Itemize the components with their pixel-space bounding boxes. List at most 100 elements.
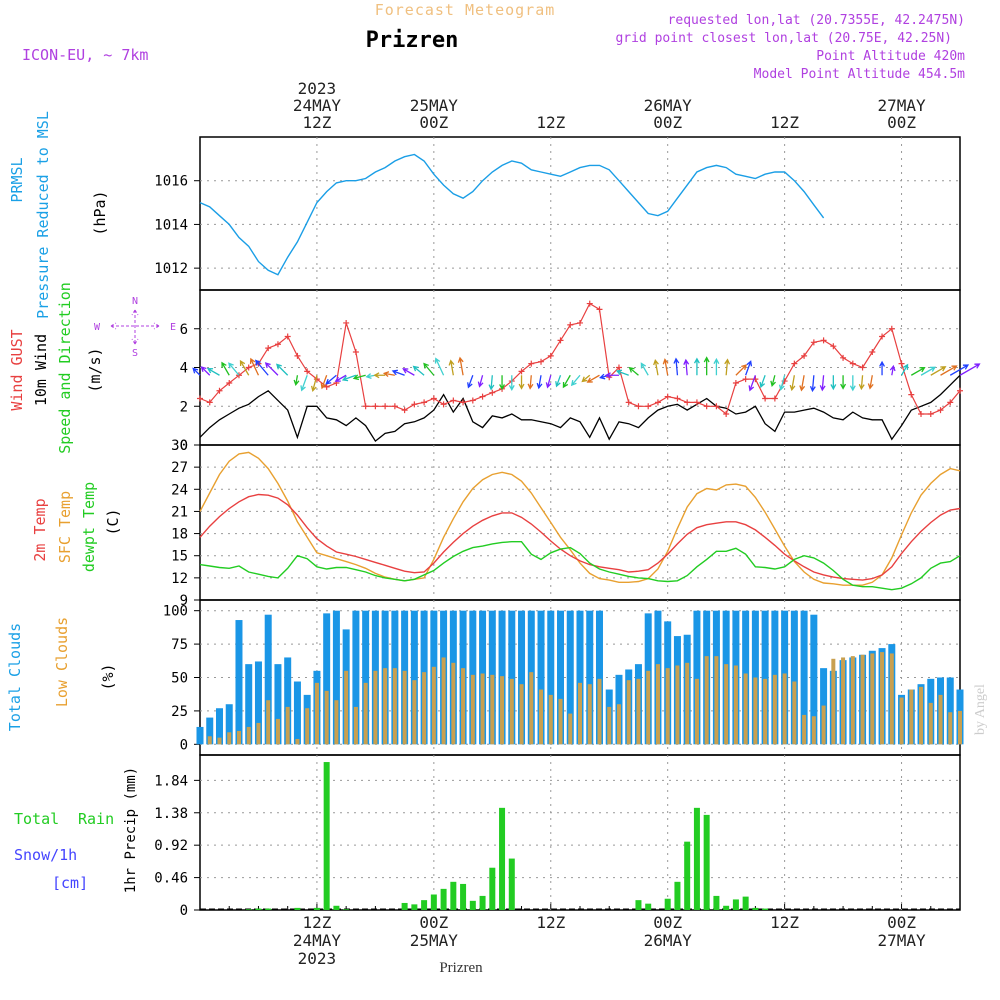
total-cloud-bar bbox=[254, 661, 262, 745]
low-cloud-bar bbox=[402, 670, 407, 745]
wind-arrow bbox=[206, 367, 220, 376]
low-cloud-bar bbox=[578, 682, 582, 745]
t2m-line bbox=[199, 493, 961, 581]
low-cloud-bar bbox=[236, 730, 241, 745]
wind-arrow bbox=[221, 361, 230, 376]
low-cloud-bar bbox=[519, 684, 524, 745]
low-cloud-bar bbox=[529, 672, 534, 745]
gust-marker bbox=[869, 349, 876, 355]
total-cloud-bar bbox=[800, 610, 808, 745]
low-cloud-bar bbox=[295, 738, 300, 745]
gust-marker bbox=[460, 399, 467, 406]
low-cloud-bar bbox=[655, 664, 660, 745]
low-cloud-bar bbox=[314, 682, 319, 745]
wind-arrow bbox=[477, 375, 484, 388]
wind-arrow bbox=[770, 375, 776, 387]
y-tick-label: 15 bbox=[171, 549, 188, 565]
low-cloud-bar bbox=[353, 706, 358, 745]
low-cloud-bar bbox=[948, 712, 953, 745]
total-cloud-bar bbox=[693, 610, 701, 745]
gust-marker bbox=[274, 341, 281, 348]
wind-dir-label: Speed and Direction bbox=[56, 282, 74, 454]
precip-unit: 1hr Precip (mm) bbox=[123, 767, 139, 893]
rain-bar bbox=[645, 903, 652, 910]
y-tick-label: 0.92 bbox=[154, 838, 188, 854]
top-axis-label: 2023 bbox=[298, 79, 337, 98]
rain-bar bbox=[265, 908, 272, 910]
dewpoint-line bbox=[199, 541, 961, 591]
wind-arrow bbox=[412, 365, 425, 376]
rain-bar bbox=[245, 909, 252, 910]
low-cloud-bar bbox=[821, 705, 826, 745]
total-cloud-bar bbox=[352, 610, 360, 745]
low-cloud-bar bbox=[539, 689, 544, 745]
grid-point-coords: grid point closest lon,lat (20.75E, 42.2… bbox=[615, 31, 952, 46]
wind-label: 10m Wind bbox=[32, 334, 50, 406]
gust-marker bbox=[323, 383, 330, 390]
total-cloud-bar bbox=[264, 614, 272, 745]
low-cloud-bar bbox=[461, 668, 466, 745]
y-tick-label: 1012 bbox=[154, 261, 188, 277]
gust-marker bbox=[352, 349, 359, 355]
wind-arrow bbox=[586, 374, 600, 383]
gust-marker bbox=[927, 411, 934, 417]
total-cloud-bar bbox=[537, 610, 545, 745]
wind-arrow bbox=[239, 359, 250, 376]
total-cloud-bar bbox=[557, 610, 565, 745]
total-label: Total bbox=[14, 810, 59, 828]
low-cloud-bar bbox=[256, 722, 261, 745]
wind-arrow bbox=[748, 375, 756, 392]
y-tick-label: 0 bbox=[180, 903, 188, 919]
low-cloud-bar bbox=[246, 726, 251, 745]
low-cloud-bar bbox=[558, 698, 563, 745]
compass-s: S bbox=[132, 348, 138, 359]
y-tick-label: 4 bbox=[180, 361, 188, 377]
wind-arrow bbox=[703, 356, 710, 376]
wind-arrow bbox=[508, 375, 515, 392]
wind-arrow bbox=[889, 364, 896, 376]
gust-marker bbox=[810, 339, 817, 346]
wind-arrow bbox=[930, 366, 947, 376]
gust-marker bbox=[742, 376, 749, 383]
gust-marker bbox=[343, 319, 350, 326]
wind-arrow bbox=[570, 374, 581, 387]
total-cloud-bar bbox=[225, 704, 233, 745]
rain-bar bbox=[294, 907, 301, 910]
gust-marker bbox=[401, 407, 408, 414]
total-cloud-bar bbox=[293, 681, 301, 745]
wind-arrow bbox=[683, 358, 690, 376]
low-cloud-bar bbox=[636, 678, 641, 745]
low-cloud-bar bbox=[490, 674, 495, 745]
total-cloud-bar bbox=[547, 610, 555, 745]
requested-coords: requested lon,lat (20.7355E, 42.2475N) bbox=[668, 13, 965, 28]
rain-bar bbox=[664, 898, 671, 910]
bottom-axis-label: 25MAY bbox=[410, 931, 459, 950]
low-cloud-bar bbox=[548, 694, 553, 745]
y-tick-label: 100 bbox=[163, 604, 188, 620]
gust-marker bbox=[382, 403, 389, 410]
low-cloud-bar bbox=[324, 690, 329, 745]
wind-arrow bbox=[673, 357, 680, 376]
total-cloud-bar bbox=[215, 708, 223, 745]
location-title: Prizren bbox=[366, 28, 459, 53]
y-tick-label: 2 bbox=[180, 399, 188, 415]
rain-bar bbox=[333, 905, 340, 910]
total-cloud-bar bbox=[196, 726, 204, 745]
low-cloud-bar bbox=[441, 657, 446, 745]
wind-arrow bbox=[536, 375, 543, 390]
gust-marker bbox=[547, 352, 554, 359]
low-cloud-bar bbox=[685, 662, 690, 745]
gust-marker bbox=[206, 399, 213, 406]
y-tick-label: 1.38 bbox=[154, 806, 188, 822]
top-axis-label: 12Z bbox=[302, 113, 331, 132]
sfc-label: SFC Temp bbox=[56, 491, 74, 563]
wind-arrow bbox=[545, 375, 552, 389]
bottom-axis-label: 26MAY bbox=[644, 931, 693, 950]
low-cloud-bar bbox=[694, 678, 699, 745]
low-cloud-bar bbox=[412, 680, 417, 745]
wind-arrow bbox=[809, 375, 816, 393]
panel-frame bbox=[199, 136, 961, 291]
model-label: ICON-EU, ~ 7km bbox=[22, 46, 148, 64]
low-cloud-bar bbox=[889, 653, 894, 745]
low-cloud-bar bbox=[714, 656, 719, 745]
